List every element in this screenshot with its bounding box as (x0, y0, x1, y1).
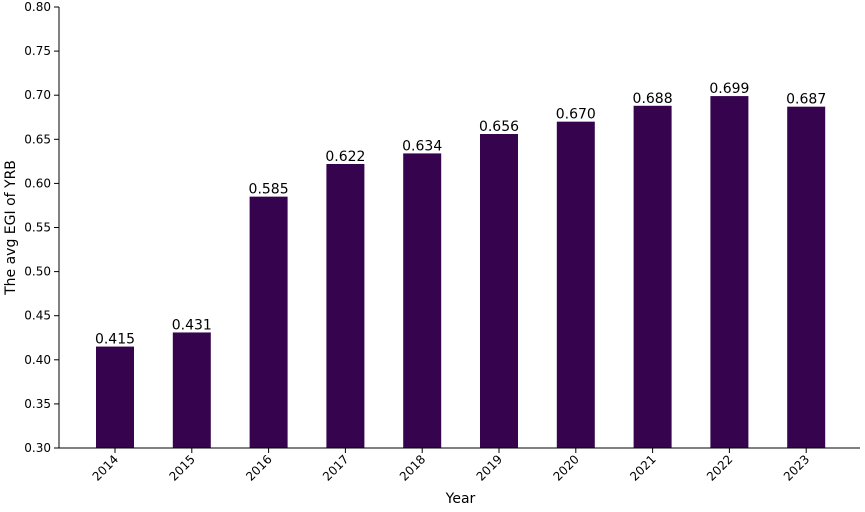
x-axis-title: Year (445, 491, 476, 507)
bars-group (96, 96, 826, 449)
x-tick-label-2022: 2022 (704, 452, 735, 483)
bar-2020 (556, 121, 595, 448)
value-label-2017: 0.622 (325, 149, 365, 165)
value-label-2019: 0.656 (479, 119, 519, 135)
value-label-2015: 0.431 (172, 317, 212, 333)
value-label-2014: 0.415 (95, 332, 135, 348)
y-tick-label: 0.45 (24, 309, 51, 323)
y-tick-label: 0.55 (24, 221, 51, 235)
value-label-2020: 0.670 (556, 107, 596, 123)
value-label-2022: 0.699 (709, 81, 749, 97)
value-labels-group: 0.415 0.431 0.585 0.622 0.634 0.656 0.670 0.688… (95, 81, 826, 347)
y-tick-label: 0.70 (24, 88, 51, 102)
y-axis-title: The avg EGI of YRB (3, 160, 19, 296)
bar-2017 (326, 163, 365, 448)
y-tick-label: 0.60 (24, 176, 51, 190)
x-tick-label-2020: 2020 (550, 452, 581, 483)
x-tick-label-2021: 2021 (627, 452, 658, 483)
y-tick-label: 0.65 (24, 132, 51, 146)
bar-2018 (403, 153, 442, 449)
bar-2014 (96, 346, 134, 448)
value-label-2021: 0.688 (633, 91, 673, 107)
y-axis-ticks: 0.30 0.35 0.40 0.45 0.50 0.55 0.60 0.65 0.70 0.75… (24, 0, 59, 455)
bar-2016 (249, 196, 288, 448)
x-tick-label-2023: 2023 (781, 452, 812, 483)
x-tick-label-2018: 2018 (397, 452, 428, 483)
bar-2021 (633, 105, 672, 448)
y-tick-label: 0.50 (24, 265, 51, 279)
y-tick-label: 0.40 (24, 353, 51, 367)
bar-2023 (787, 106, 826, 448)
value-label-2016: 0.585 (249, 182, 289, 198)
value-label-2023: 0.687 (786, 92, 826, 108)
y-tick-label: 0.30 (24, 441, 51, 455)
bar-2015 (172, 332, 211, 448)
y-tick-label: 0.75 (24, 44, 51, 58)
x-tick-label-2019: 2019 (474, 452, 505, 483)
y-tick-label: 0.80 (24, 0, 51, 14)
value-label-2018: 0.634 (402, 138, 442, 154)
x-tick-label-2017: 2017 (320, 452, 351, 483)
x-axis-ticks: 2014 2015 2016 2017 2018 2019 2020 2021 2022 2023 (90, 448, 812, 484)
y-tick-label: 0.35 (24, 397, 51, 411)
bar-2022 (710, 96, 749, 448)
x-tick-label-2015: 2015 (166, 452, 197, 483)
bar-2019 (480, 134, 518, 448)
x-tick-label-2016: 2016 (243, 452, 274, 483)
x-tick-label-2014: 2014 (90, 452, 121, 483)
